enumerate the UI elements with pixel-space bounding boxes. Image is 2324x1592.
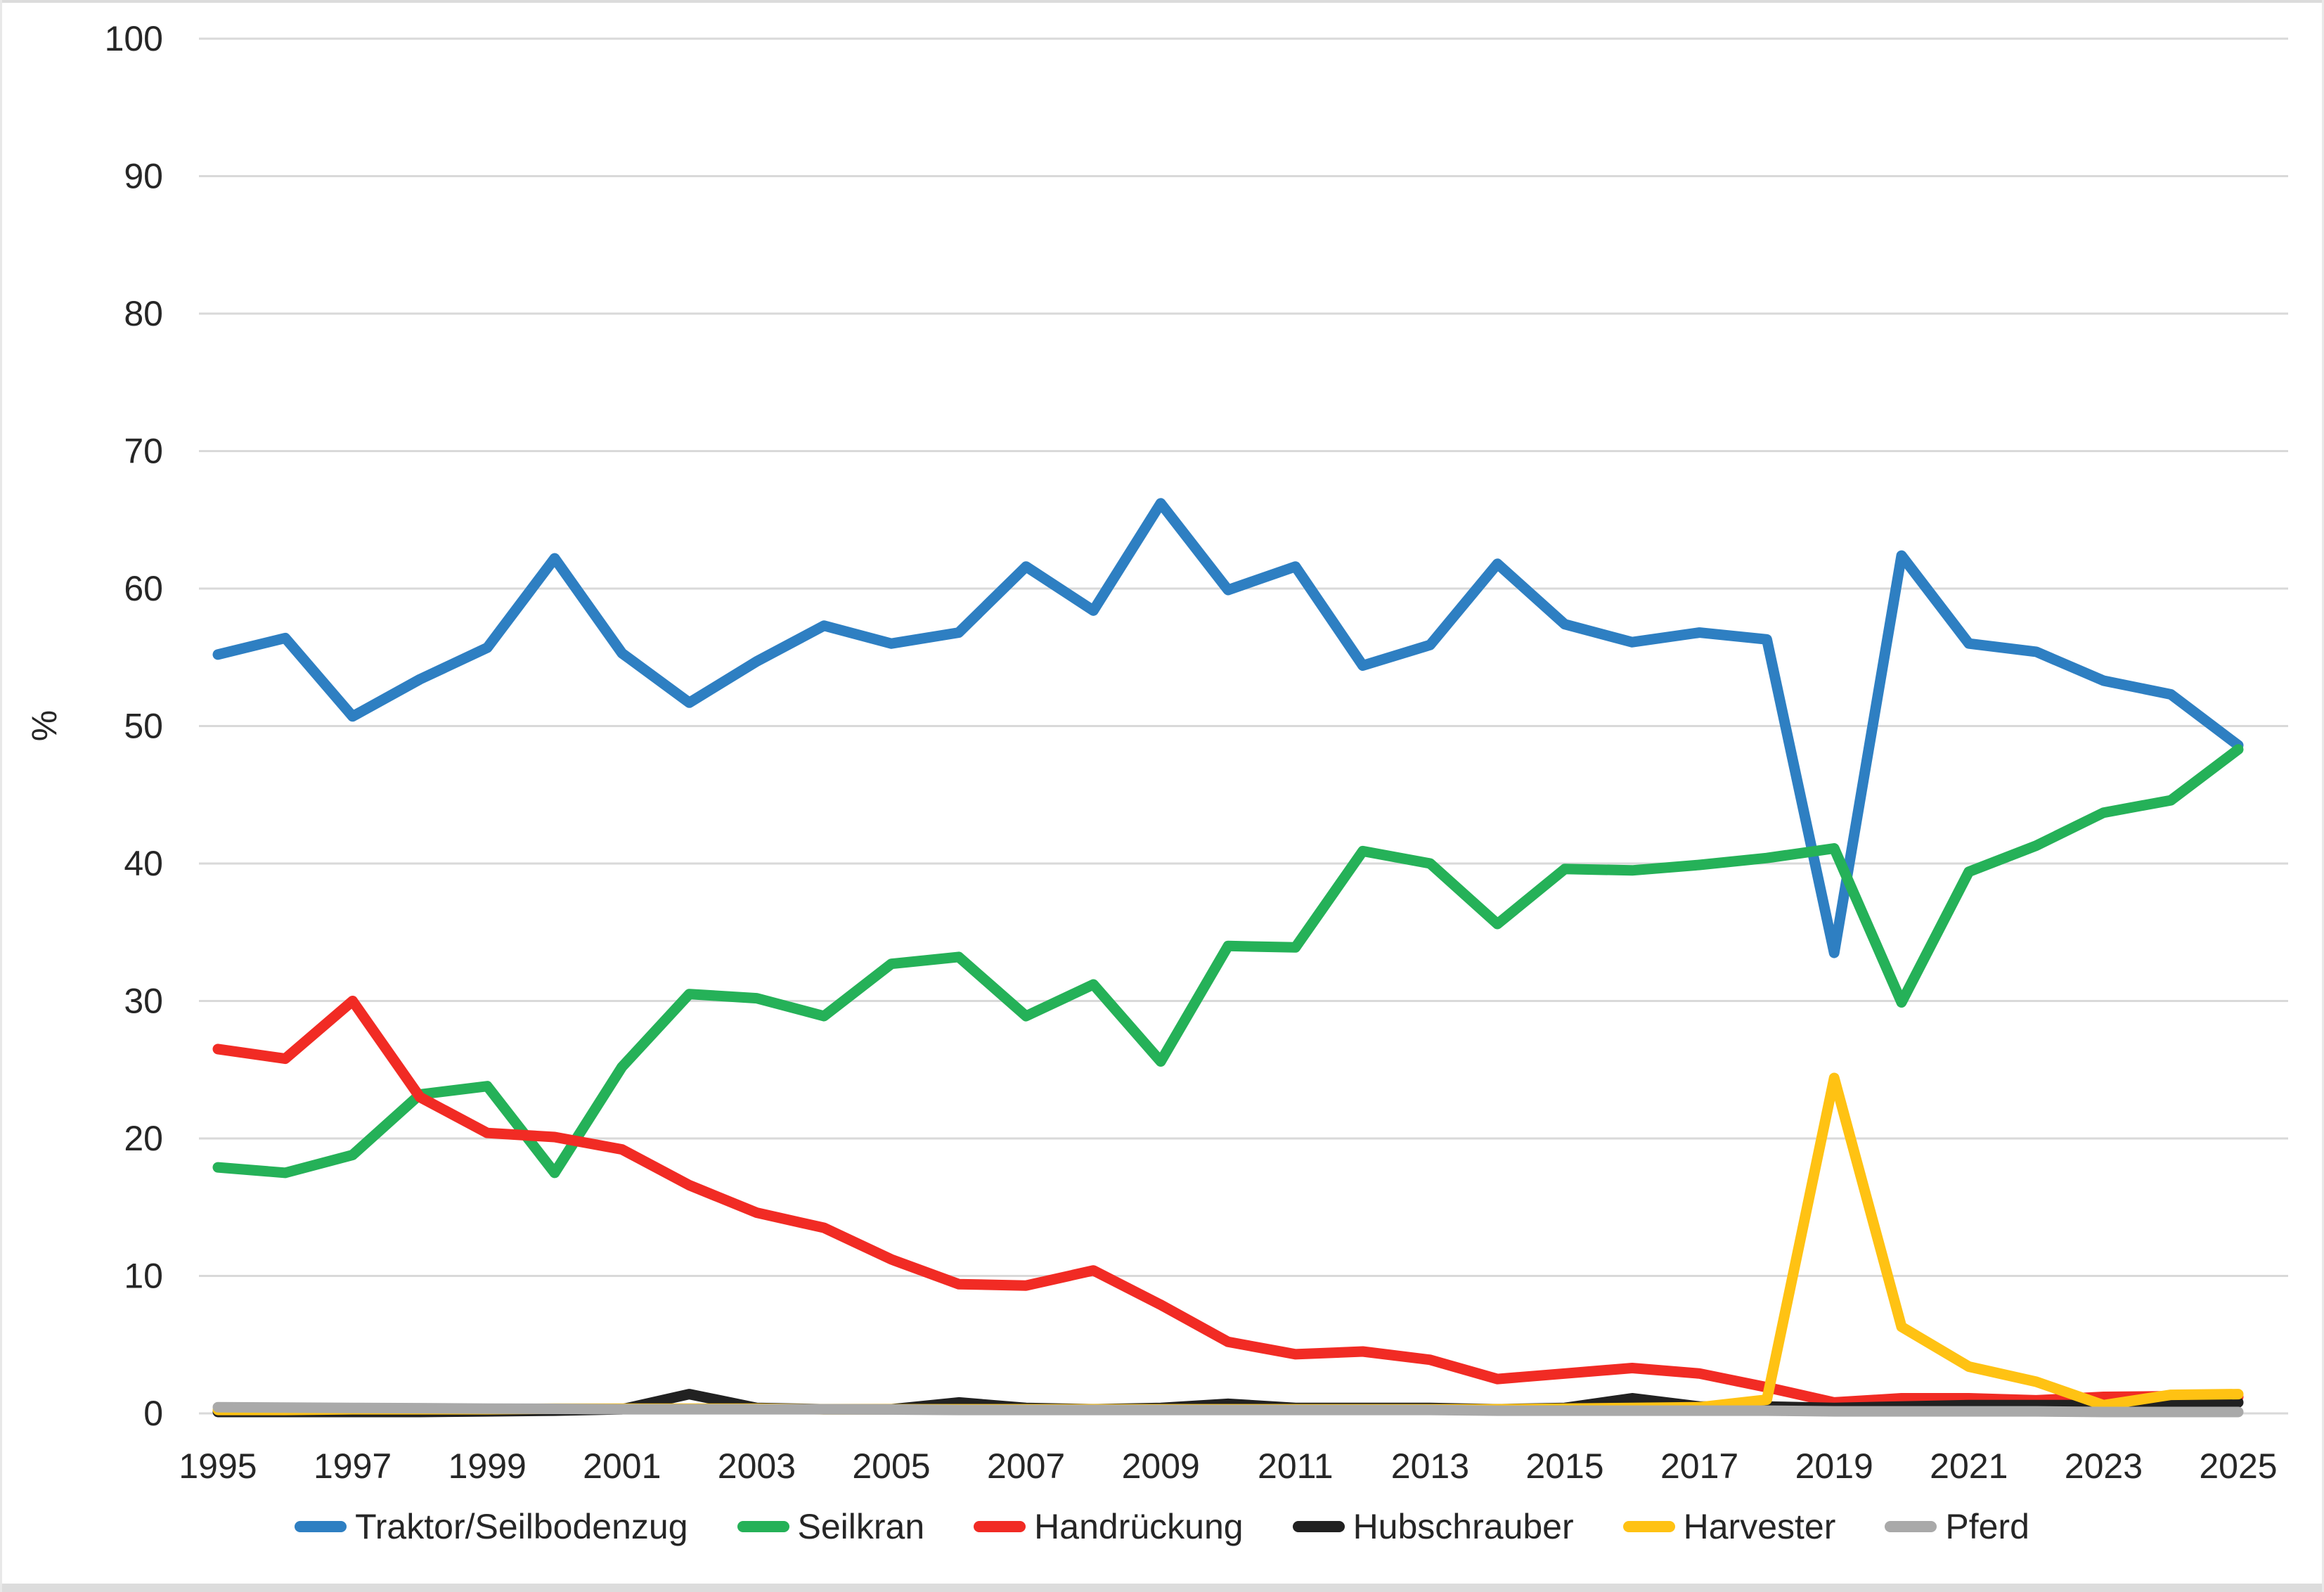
y-axis-tick-label: 10 bbox=[124, 1257, 163, 1296]
x-axis-tick-label: 2001 bbox=[583, 1446, 661, 1486]
y-axis-tick-label: 90 bbox=[124, 157, 163, 196]
x-axis-tick-label: 2013 bbox=[1391, 1446, 1469, 1486]
y-axis-tick-label: 50 bbox=[124, 707, 163, 746]
x-axis-tick-label: 2009 bbox=[1122, 1446, 1200, 1486]
legend-item-harvester: Harvester bbox=[1622, 1506, 1836, 1547]
legend-label-hubschrauber: Hubschrauber bbox=[1353, 1507, 1574, 1546]
x-axis-tick-label: 2003 bbox=[718, 1446, 796, 1486]
screenshot-bottom-edge bbox=[0, 1584, 2324, 1592]
series-line-pferd bbox=[212, 1401, 2244, 1418]
y-axis-tick-label: 100 bbox=[105, 19, 163, 58]
y-axis-tick-label: 60 bbox=[124, 569, 163, 608]
legend-label-pferd: Pferd bbox=[1945, 1507, 2029, 1546]
x-axis-tick-label: 2007 bbox=[987, 1446, 1065, 1486]
x-axis-tick-label: 2019 bbox=[1795, 1446, 1873, 1486]
y-axis-tick-label: 40 bbox=[124, 844, 163, 883]
legend-item-traktor-seilbodenzug: Traktor/Seilbodenzug bbox=[295, 1506, 688, 1547]
legend-label-handr-ckung: Handrückung bbox=[1034, 1507, 1244, 1546]
legend-swatch-pferd-icon bbox=[1885, 1521, 1937, 1532]
legend-swatch-traktor-seilbodenzug-icon bbox=[295, 1521, 347, 1532]
x-axis-tick-labels: 1995 1997 1999 2001 2003 2005 2007 2009 2011 2013… bbox=[179, 1446, 2277, 1486]
x-axis-tick-label: 2021 bbox=[1930, 1446, 2008, 1486]
x-axis-tick-label: 1999 bbox=[448, 1446, 527, 1486]
x-axis-tick-label: 2017 bbox=[1660, 1446, 1738, 1486]
legend-item-handr-ckung: Handrückung bbox=[974, 1506, 1244, 1547]
series-lines bbox=[212, 498, 2244, 1418]
legend-swatch-handr-ckung-icon bbox=[974, 1521, 1026, 1532]
x-axis-tick-label: 2015 bbox=[1525, 1446, 1603, 1486]
gridlines bbox=[199, 37, 2288, 1415]
y-axis-tick-label: 70 bbox=[124, 432, 163, 471]
series-line-traktor-seilbodenzug bbox=[212, 498, 2244, 958]
y-axis-tick-label: 20 bbox=[124, 1119, 163, 1158]
x-axis-tick-label: 1995 bbox=[179, 1446, 257, 1486]
y-axis-tick-label: 0 bbox=[143, 1394, 163, 1433]
legend-label-seilkran: Seilkran bbox=[797, 1507, 925, 1546]
legend-label-harvester: Harvester bbox=[1683, 1507, 1836, 1546]
x-axis-tick-label: 2025 bbox=[2199, 1446, 2277, 1486]
x-axis-tick-label: 2023 bbox=[2065, 1446, 2143, 1486]
series-line-handr-ckung bbox=[212, 996, 2244, 1408]
y-axis-title: % bbox=[25, 710, 64, 741]
screenshot-left-edge bbox=[0, 0, 2, 1592]
screenshot-top-edge bbox=[0, 0, 2324, 3]
x-axis-tick-label: 2005 bbox=[852, 1446, 930, 1486]
legend-swatch-seilkran-icon bbox=[737, 1521, 789, 1532]
x-axis-tick-label: 1997 bbox=[314, 1446, 392, 1486]
series-line-seilkran bbox=[212, 744, 2244, 1179]
y-axis-tick-labels: 0 10 20 30 40 50 60 70 80 90 100 bbox=[105, 19, 163, 1433]
legend-item-seilkran: Seilkran bbox=[737, 1506, 925, 1547]
legend-item-hubschrauber: Hubschrauber bbox=[1292, 1506, 1574, 1547]
legend-label-traktor-seilbodenzug: Traktor/Seilbodenzug bbox=[355, 1507, 688, 1546]
legend-item-pferd: Pferd bbox=[1885, 1506, 2029, 1547]
legend-swatch-hubschrauber-icon bbox=[1292, 1521, 1345, 1532]
screenshot-right-edge bbox=[2322, 0, 2324, 1592]
legend-swatch-harvester-icon bbox=[1622, 1521, 1675, 1532]
x-axis-tick-label: 2011 bbox=[1258, 1446, 1334, 1486]
y-axis-tick-label: 80 bbox=[124, 294, 163, 333]
chart-legend: Traktor/Seilbodenzug Seilkran Handrückung H… bbox=[0, 1506, 2324, 1547]
y-axis-tick-label: 30 bbox=[124, 982, 163, 1021]
